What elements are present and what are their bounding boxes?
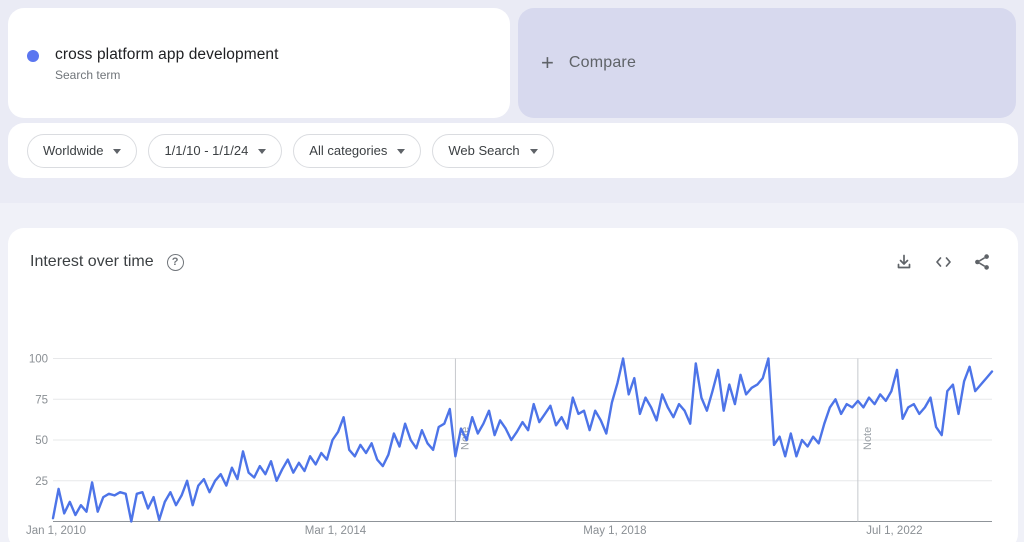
y-axis-tick-label: 50 (35, 435, 48, 447)
trend-line-series (51, 357, 994, 523)
search-term-type: Search term (55, 68, 121, 82)
date-range-filter-label: 1/1/10 - 1/1/24 (164, 143, 249, 158)
category-filter-label: All categories (309, 143, 388, 158)
date-range-filter-dropdown[interactable]: 1/1/10 - 1/1/24 (148, 133, 283, 168)
x-axis-tick-label: May 1, 2018 (583, 525, 646, 537)
embed-code-icon[interactable] (933, 252, 953, 272)
search-type-filter-label: Web Search (448, 143, 520, 158)
search-term-label: cross platform app development (55, 46, 279, 63)
caret-down-icon (529, 148, 538, 154)
x-axis-tick-label: Jul 1, 2022 (866, 525, 922, 537)
y-axis-tick-label: 100 (29, 354, 48, 366)
interest-over-time-card: 100 75 50 25 Jan 1, 2010 Mar 1, 2014 May 1, 20… (8, 228, 1018, 542)
caret-down-icon (258, 148, 267, 154)
interest-over-time-chart: 100 75 50 25 Jan 1, 2010 Mar 1, 2014 May 1, 20… (26, 354, 994, 537)
question-mark-circle-icon[interactable]: ? (166, 253, 184, 271)
compare-add-card[interactable]: + Compare (518, 8, 1016, 118)
series-color-dot-icon (27, 50, 39, 62)
chart-title: Interest over time (30, 253, 154, 270)
plus-icon: + (541, 50, 554, 75)
search-type-filter-dropdown[interactable]: Web Search (432, 133, 554, 168)
compare-label: Compare (568, 54, 637, 71)
region-filter-dropdown[interactable]: Worldwide (27, 133, 138, 168)
share-icon[interactable] (972, 252, 992, 272)
caret-down-icon (397, 148, 406, 154)
x-axis-tick-label: Mar 1, 2014 (305, 525, 367, 537)
download-icon[interactable] (894, 252, 914, 272)
note-marker-label[interactable]: Note (862, 427, 874, 450)
search-term-card[interactable]: cross platform app development Search te… (8, 8, 510, 118)
region-filter-label: Worldwide (43, 143, 104, 158)
y-axis-tick-label: 75 (35, 394, 48, 406)
caret-down-icon (113, 148, 122, 154)
x-axis-tick-label: Jan 1, 2010 (26, 525, 86, 537)
category-filter-dropdown[interactable]: All categories (293, 133, 422, 168)
y-axis-tick-label: 25 (35, 476, 48, 488)
filter-bar: Worldwide 1/1/10 - 1/1/24 All categories… (8, 123, 1018, 178)
